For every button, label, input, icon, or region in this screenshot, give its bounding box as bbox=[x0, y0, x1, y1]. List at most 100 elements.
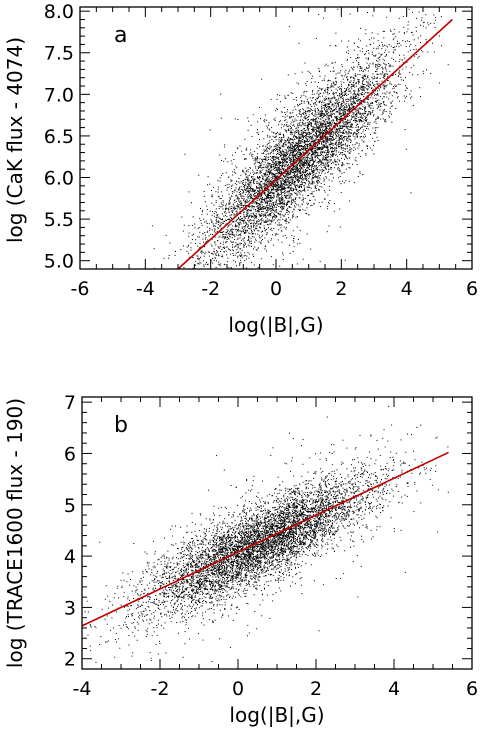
scatter-point bbox=[371, 37, 373, 39]
scatter-point bbox=[234, 171, 235, 173]
scatter-point bbox=[302, 182, 304, 183]
scatter-point bbox=[346, 95, 348, 96]
scatter-point bbox=[327, 205, 329, 207]
scatter-point bbox=[388, 92, 390, 94]
scatter-point bbox=[304, 110, 306, 112]
scatter-point bbox=[310, 157, 312, 159]
scatter-point bbox=[372, 107, 374, 109]
scatter-point bbox=[236, 191, 238, 193]
scatter-point bbox=[288, 187, 290, 189]
scatter-point bbox=[356, 113, 358, 115]
scatter-point bbox=[332, 81, 334, 83]
scatter-point bbox=[270, 223, 272, 225]
scatter-point bbox=[239, 264, 241, 266]
scatter-point bbox=[233, 260, 235, 262]
scatter-point bbox=[330, 143, 331, 145]
scatter-point bbox=[291, 152, 293, 154]
scatter-point bbox=[305, 175, 306, 177]
scatter-point bbox=[305, 169, 307, 171]
scatter-point bbox=[222, 173, 224, 174]
scatter-point bbox=[350, 96, 352, 98]
scatter-point bbox=[269, 135, 271, 137]
scatter-point bbox=[229, 218, 231, 220]
scatter-point bbox=[275, 183, 277, 185]
scatter-point bbox=[290, 171, 292, 173]
scatter-point bbox=[319, 128, 321, 130]
scatter-point bbox=[283, 188, 285, 190]
scatter-point bbox=[307, 70, 309, 72]
scatter-point bbox=[330, 173, 332, 175]
scatter-point bbox=[353, 136, 355, 137]
scatter-point bbox=[277, 195, 279, 197]
scatter-point bbox=[308, 183, 309, 185]
scatter-point bbox=[327, 103, 329, 105]
scatter-point bbox=[235, 214, 237, 216]
scatter-point bbox=[378, 102, 380, 104]
scatter-point bbox=[251, 215, 253, 217]
scatter-point bbox=[280, 211, 282, 213]
scatter-point bbox=[294, 185, 296, 186]
scatter-point bbox=[357, 110, 359, 112]
scatter-point bbox=[281, 203, 283, 205]
scatter-point bbox=[392, 33, 394, 35]
scatter-point bbox=[285, 191, 287, 193]
scatter-point bbox=[326, 130, 328, 132]
scatter-point bbox=[247, 187, 249, 189]
scatter-point bbox=[350, 123, 352, 125]
scatter-point bbox=[350, 140, 352, 142]
scatter-point bbox=[326, 231, 328, 233]
scatter-point bbox=[232, 203, 234, 205]
scatter-point bbox=[316, 92, 318, 94]
scatter-point bbox=[299, 171, 301, 173]
scatter-point bbox=[271, 160, 273, 162]
scatter-point bbox=[310, 155, 312, 157]
scatter-point bbox=[353, 49, 355, 51]
scatter-point bbox=[227, 237, 229, 239]
scatter-point bbox=[307, 158, 309, 160]
scatter-point bbox=[213, 225, 215, 226]
scatter-point bbox=[285, 158, 287, 160]
scatter-point bbox=[231, 212, 233, 213]
scatter-point bbox=[267, 171, 269, 173]
scatter-point bbox=[301, 139, 303, 140]
scatter-point bbox=[251, 216, 253, 218]
scatter-point bbox=[256, 221, 258, 223]
scatter-point bbox=[354, 121, 356, 123]
scatter-point bbox=[276, 190, 278, 192]
scatter-point bbox=[331, 97, 333, 99]
scatter-point bbox=[355, 82, 357, 84]
scatter-point bbox=[289, 244, 291, 246]
scatter-point bbox=[305, 85, 307, 87]
scatter-point bbox=[297, 131, 299, 133]
scatter-point bbox=[336, 99, 338, 101]
scatter-point bbox=[300, 145, 302, 147]
scatter-point bbox=[249, 181, 251, 183]
scatter-point bbox=[225, 214, 226, 216]
scatter-point bbox=[202, 238, 204, 240]
scatter-point bbox=[285, 140, 287, 142]
scatter-point bbox=[281, 230, 283, 232]
scatter-point bbox=[290, 171, 292, 172]
scatter-point bbox=[247, 129, 249, 131]
scatter-point bbox=[262, 202, 264, 203]
scatter-point bbox=[294, 138, 296, 140]
scatter-point bbox=[397, 76, 399, 77]
scatter-point bbox=[292, 155, 294, 157]
scatter-point bbox=[361, 83, 363, 84]
scatter-point bbox=[273, 175, 275, 177]
scatter-point bbox=[384, 119, 386, 121]
scatter-point bbox=[337, 103, 339, 105]
scatter-point bbox=[291, 161, 293, 163]
scatter-point bbox=[317, 86, 318, 88]
scatter-point bbox=[344, 118, 346, 120]
scatter-point bbox=[182, 230, 184, 232]
scatter-point bbox=[236, 249, 238, 251]
scatter-point bbox=[276, 98, 278, 100]
scatter-point bbox=[352, 99, 354, 101]
scatter-point bbox=[297, 129, 299, 131]
scatter-point bbox=[285, 222, 287, 224]
scatter-point bbox=[296, 189, 297, 191]
scatter-point bbox=[306, 133, 308, 135]
scatter-point bbox=[282, 153, 284, 155]
scatter-point bbox=[295, 130, 297, 132]
